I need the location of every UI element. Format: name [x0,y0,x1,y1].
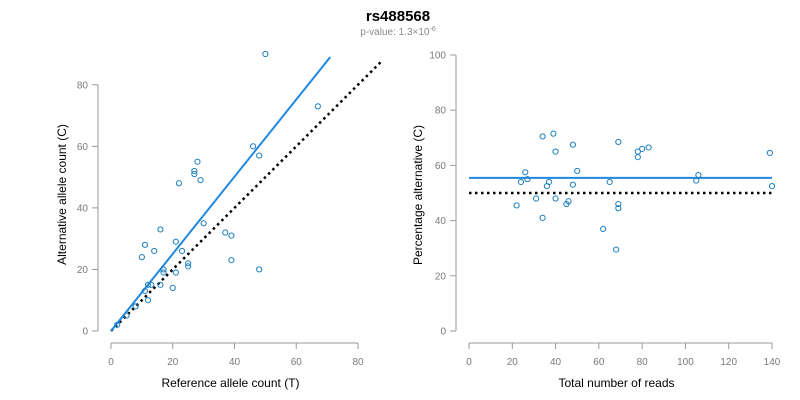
data-point [524,176,531,183]
data-point [539,214,546,221]
data-point [141,241,149,248]
y-tick-label: 80 [77,80,89,91]
x-tick-label: 60 [291,357,303,368]
data-point [645,144,652,151]
data-point [695,171,702,179]
data-point [513,202,520,209]
p-value-text: p-value: 1.3×10 [360,27,430,38]
y-axis-label: Alternative allele count (C) [55,124,69,265]
y-tick-label: 60 [77,142,89,153]
data-point [574,167,581,175]
data-point [160,269,167,276]
x-tick-label: 60 [593,357,605,368]
data-point [141,287,149,295]
data-point [178,247,186,255]
x-tick-label: 80 [637,357,649,368]
data-point [550,130,557,137]
y-tick-label: 0 [440,327,446,338]
data-point [569,141,576,148]
data-point [172,269,179,276]
data-point [517,178,525,186]
data-point [249,143,257,150]
data-point [569,181,576,188]
y-tick-label: 40 [77,203,89,214]
x-tick-label: 20 [507,357,519,368]
data-point [194,158,201,165]
data-point [545,178,553,186]
data-point [185,260,192,267]
data-point [314,103,321,110]
data-point [144,297,152,304]
data-point [132,303,139,310]
data-point [144,281,152,288]
figure-title: rs488568 [366,8,430,25]
data-point [197,177,204,184]
data-point [262,50,269,58]
y-tick-label: 60 [435,161,447,172]
y-tick-label: 20 [77,265,89,276]
data-point [172,238,179,245]
x-tick-label: 0 [466,357,472,368]
data-point [228,232,235,239]
data-point [522,169,529,176]
y-tick-label: 40 [435,216,447,227]
x-axis-label: Reference allele count (T) [161,376,299,390]
reference-line [110,59,384,332]
data-point [768,183,776,190]
data-point [157,281,164,288]
x-tick-label: 140 [764,357,781,368]
allele-count-scatter-panel: 0 20 40 60 80 0 20 40 60 80 Reference allele count… [55,50,384,390]
x-tick-label: 80 [352,357,364,368]
data-point [693,177,700,184]
y-axis-label: Percentage alternative (C) [411,125,425,265]
data-point [185,263,192,270]
data-point [169,284,176,292]
data-point [639,145,646,152]
data-point [148,281,155,288]
data-point [600,225,607,232]
data-point [160,266,167,273]
data-point [228,257,235,264]
data-point [157,226,164,233]
data-point [256,152,263,159]
x-tick-label: 40 [550,357,562,368]
data-point [613,246,620,253]
data-point [114,321,121,328]
data-point [565,198,572,205]
data-point [615,205,622,212]
y-tick-label: 80 [435,106,447,117]
data-point [634,154,641,161]
data-point [552,195,559,202]
data-point [539,133,546,140]
x-tick-label: 20 [167,357,179,368]
fit-line [110,56,331,332]
y-tick-label: 20 [435,271,447,282]
x-tick-label: 40 [229,357,241,368]
x-axis-label: Total number of reads [558,376,674,390]
data-point [200,220,207,227]
data-point [138,254,145,261]
data-point [175,180,183,187]
data-point [615,138,622,146]
data-point [151,247,158,255]
data-point [532,195,540,202]
data-point [615,200,622,208]
x-tick-label: 120 [720,357,737,368]
data-point [606,178,613,186]
y-tick-label: 100 [429,51,446,62]
data-point [552,148,559,155]
data-point [191,167,198,175]
data-point [191,170,198,178]
data-point [222,229,229,236]
data-point [123,312,130,319]
p-value-exponent: -6 [429,26,435,33]
x-tick-label: 100 [677,357,694,368]
figure-subtitle: p-value: 1.3×10-6 [360,26,436,38]
data-point [766,149,773,157]
y-tick-label: 0 [82,327,88,338]
data-point [256,266,263,273]
x-tick-label: 0 [108,357,114,368]
